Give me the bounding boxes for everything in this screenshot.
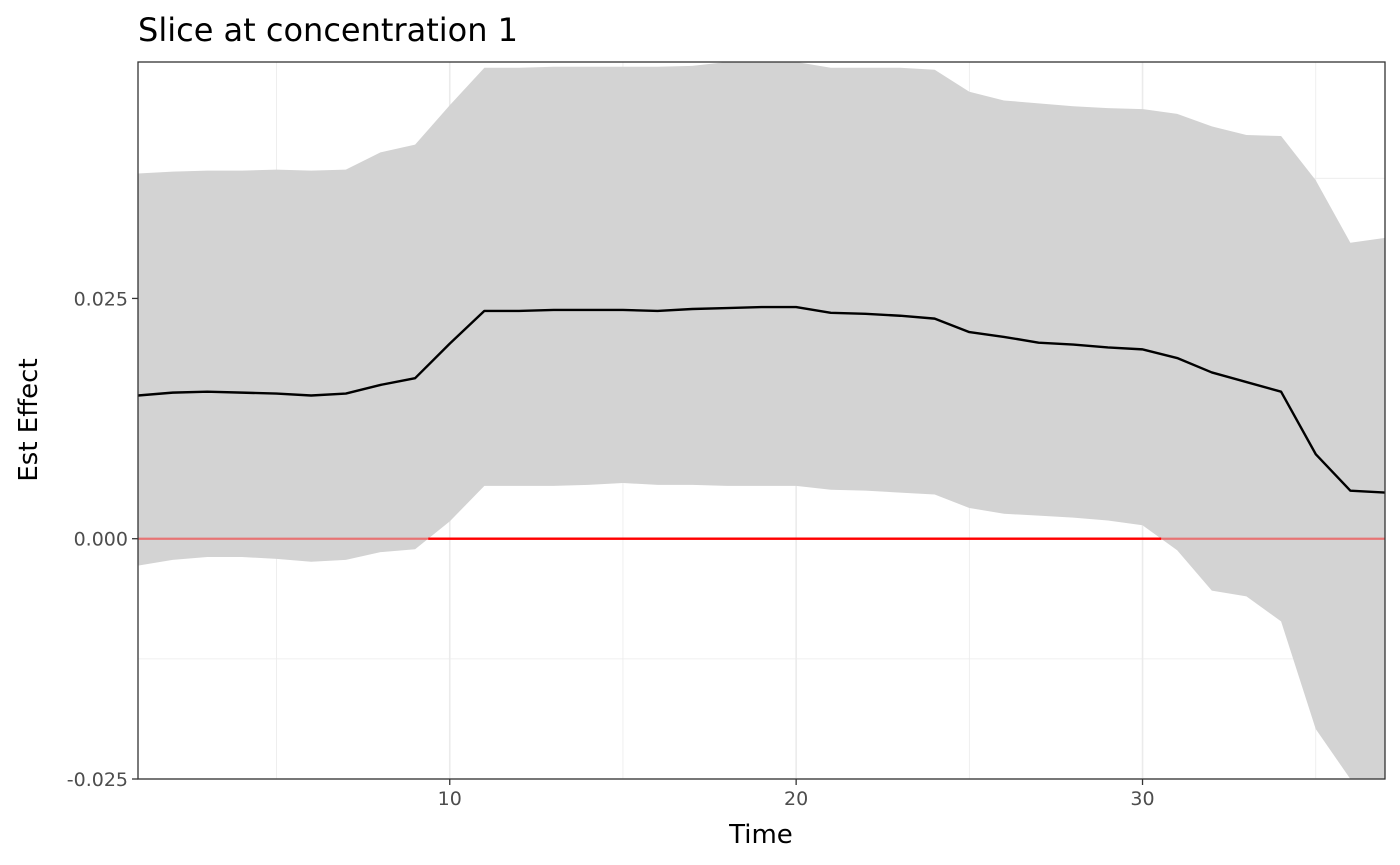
axis-ticks: 10 20 30 -0.025 0.000 0.025 bbox=[67, 288, 1155, 810]
x-tick-label: 20 bbox=[784, 788, 808, 810]
y-tick-label: 0.000 bbox=[74, 529, 128, 551]
estimate-line bbox=[138, 305, 1385, 494]
y-axis-title: Est Effect bbox=[14, 358, 44, 481]
x-axis-title: Time bbox=[728, 820, 793, 850]
panel-border bbox=[137, 61, 1386, 780]
y-tick-label: 0.025 bbox=[74, 288, 128, 310]
confidence-band bbox=[138, 62, 1385, 779]
chart-title: Slice at concentration 1 bbox=[138, 11, 518, 49]
y-tick-label: -0.025 bbox=[67, 769, 128, 791]
estimate-line-group bbox=[138, 305, 1385, 494]
x-tick-label: 10 bbox=[438, 788, 462, 810]
confidence-band-group bbox=[138, 62, 1385, 779]
x-tick-label: 30 bbox=[1130, 788, 1154, 810]
